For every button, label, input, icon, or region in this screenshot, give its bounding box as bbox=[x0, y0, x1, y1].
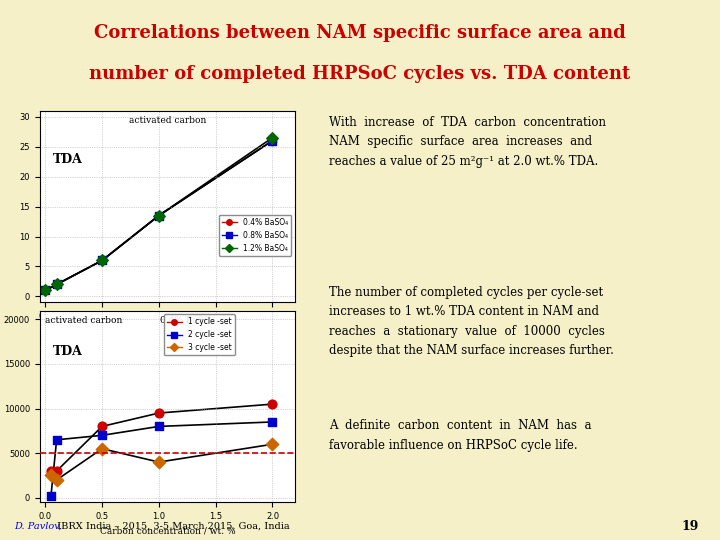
Point bbox=[51, 467, 63, 475]
Legend: 0.4% BaSO₄, 0.8% BaSO₄, 1.2% BaSO₄: 0.4% BaSO₄, 0.8% BaSO₄, 1.2% BaSO₄ bbox=[219, 215, 292, 255]
Point bbox=[51, 280, 63, 289]
Point bbox=[96, 256, 108, 265]
Point bbox=[51, 435, 63, 444]
Point bbox=[153, 458, 165, 467]
Point bbox=[153, 422, 165, 431]
Point bbox=[40, 286, 51, 295]
Point bbox=[96, 256, 108, 265]
Point bbox=[45, 467, 57, 475]
Text: 0.4% BaSO₄: 0.4% BaSO₄ bbox=[160, 316, 215, 325]
Point bbox=[266, 440, 278, 449]
X-axis label: Carbon concentration / wt. %: Carbon concentration / wt. % bbox=[99, 526, 235, 536]
Text: IBRX India – 2015, 3-5 March 2015, Goa, India: IBRX India – 2015, 3-5 March 2015, Goa, … bbox=[54, 522, 289, 531]
Point bbox=[96, 444, 108, 453]
Point bbox=[96, 256, 108, 265]
Text: TDA: TDA bbox=[53, 345, 82, 358]
Point bbox=[96, 431, 108, 440]
Point bbox=[40, 286, 51, 295]
Point bbox=[51, 280, 63, 289]
Point bbox=[45, 471, 57, 480]
Text: D. Pavlov,: D. Pavlov, bbox=[14, 522, 62, 531]
Text: TDA: TDA bbox=[53, 153, 82, 166]
Point bbox=[153, 211, 165, 220]
Text: activated carbon: activated carbon bbox=[129, 117, 207, 125]
Point bbox=[153, 409, 165, 417]
Point bbox=[153, 211, 165, 220]
Point bbox=[266, 133, 278, 142]
Point bbox=[266, 136, 278, 145]
X-axis label: Carbon concentration / wt. %: Carbon concentration / wt. % bbox=[99, 327, 235, 336]
Text: Correlations between NAM specific surface area and: Correlations between NAM specific surfac… bbox=[94, 24, 626, 42]
Text: A  definite  carbon  content  in  NAM  has  a
favorable influence on HRPSoC cycl: A definite carbon content in NAM has a f… bbox=[328, 419, 591, 451]
Text: With  increase  of  TDA  carbon  concentration
NAM  specific  surface  area  inc: With increase of TDA carbon concentratio… bbox=[328, 116, 606, 167]
Text: The number of completed cycles per cycle-set
increases to 1 wt.% TDA content in : The number of completed cycles per cycle… bbox=[328, 286, 613, 357]
Point bbox=[266, 417, 278, 426]
Point bbox=[153, 211, 165, 220]
Point bbox=[51, 280, 63, 289]
Point bbox=[266, 136, 278, 145]
Point bbox=[40, 286, 51, 295]
Point bbox=[45, 491, 57, 500]
Point bbox=[96, 422, 108, 431]
Text: number of completed HRPSoC cycles vs. TDA content: number of completed HRPSoC cycles vs. TD… bbox=[89, 65, 631, 83]
Text: 19: 19 bbox=[681, 520, 698, 533]
Legend: 1 cycle -set, 2 cycle -set, 3 cycle -set: 1 cycle -set, 2 cycle -set, 3 cycle -set bbox=[163, 314, 235, 355]
Text: activated carbon: activated carbon bbox=[45, 316, 122, 325]
Point bbox=[51, 476, 63, 484]
Point bbox=[266, 400, 278, 408]
